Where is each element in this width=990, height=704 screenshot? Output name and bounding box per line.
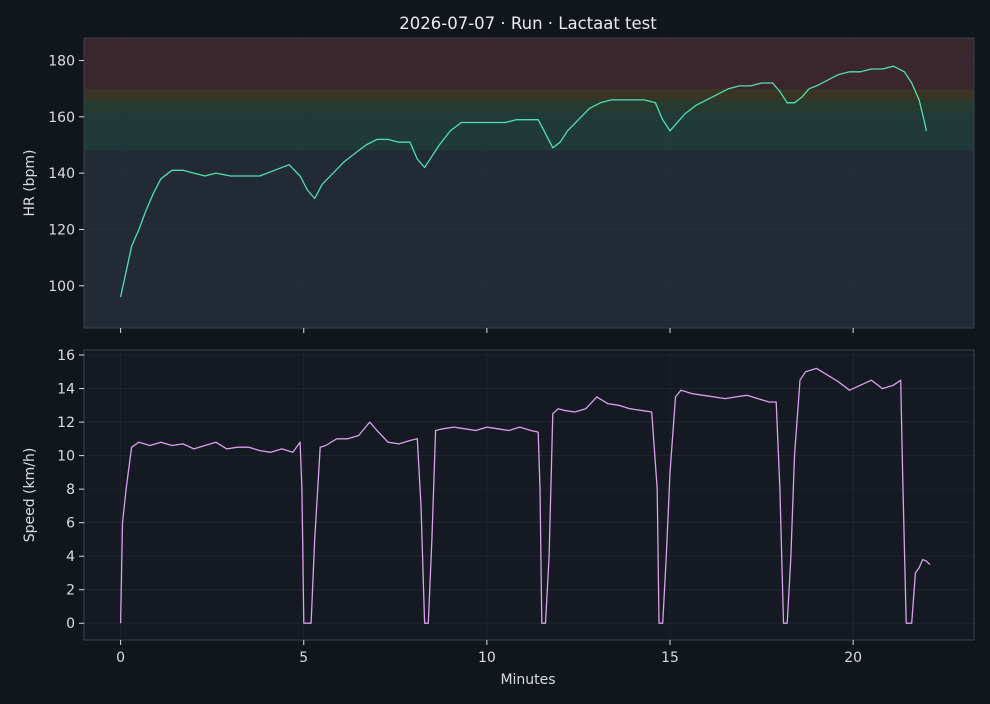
- hr-zone-band: [84, 99, 974, 112]
- speed-panel: 0 2 4 6 8 10 12 14 16 0 5 10 15 20 Speed (km/h): [22, 348, 975, 666]
- speed-series-line: [119, 367, 931, 624]
- y-tick-label: 180: [48, 54, 75, 70]
- hr-zone-band: [84, 38, 974, 89]
- plot-frame: [83, 349, 975, 641]
- hr-zone-band: [84, 88, 974, 100]
- y-tick-label: 12: [57, 415, 75, 431]
- y-tick-label: 10: [57, 449, 75, 465]
- plot-frame: [83, 37, 975, 329]
- y-tick-label: 4: [66, 549, 75, 565]
- y-tick-label: 0: [66, 616, 75, 632]
- plot-area: [84, 350, 974, 640]
- x-tick-label: 5: [299, 650, 308, 666]
- y-tick-label: 8: [66, 482, 75, 498]
- x-tick-label: 10: [478, 650, 496, 666]
- y-tick-label: 14: [57, 382, 75, 398]
- y-tick-label: 140: [48, 166, 75, 182]
- y-tick-label: 160: [48, 110, 75, 126]
- chart-title: 2026-07-07 · Run · Lactaat test: [399, 14, 657, 33]
- hr-series-line: [119, 65, 928, 298]
- hr-zone-band: [84, 111, 974, 151]
- x-axis-label: Minutes: [500, 672, 555, 688]
- y-tick-label: 6: [66, 516, 75, 532]
- y-tick-label: 16: [57, 348, 75, 364]
- x-tick-label: 15: [661, 650, 679, 666]
- hr-panel: 100 120 140 160 180 HR (bpm): [22, 37, 975, 333]
- y-tick-label: 2: [66, 583, 75, 599]
- y-tick-label: 100: [48, 279, 75, 295]
- x-tick-label: 20: [844, 650, 862, 666]
- y-axis-label: HR (bpm): [22, 149, 38, 216]
- y-tick-label: 120: [48, 222, 75, 238]
- y-axis-label: Speed (km/h): [22, 448, 38, 543]
- x-tick-label: 0: [116, 650, 125, 666]
